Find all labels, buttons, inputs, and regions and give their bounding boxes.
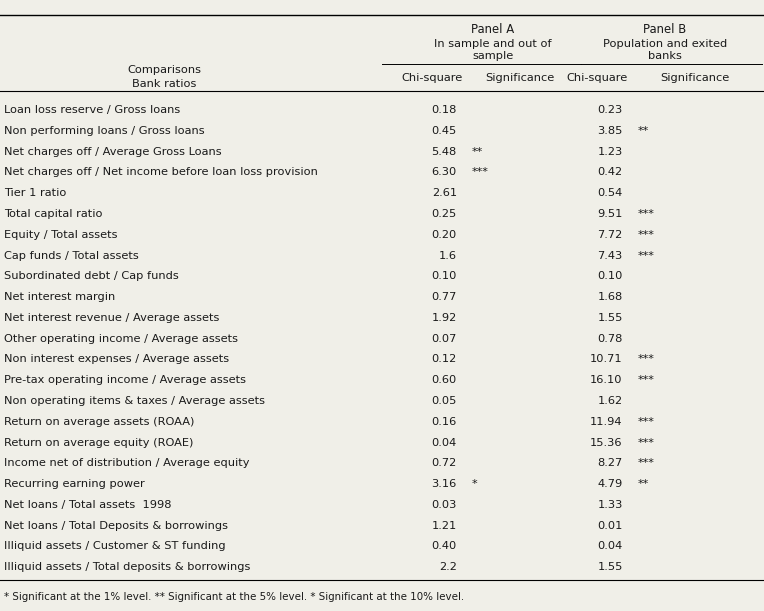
Text: Chi-square: Chi-square — [401, 73, 462, 83]
Text: 8.27: 8.27 — [597, 458, 623, 468]
Text: 2.2: 2.2 — [439, 562, 457, 572]
Text: Pre-tax operating income / Average assets: Pre-tax operating income / Average asset… — [4, 375, 246, 385]
Text: 5.48: 5.48 — [432, 147, 457, 156]
Text: Bank ratios: Bank ratios — [132, 79, 196, 89]
Text: Subordinated debt / Cap funds: Subordinated debt / Cap funds — [4, 271, 179, 281]
Text: **: ** — [638, 479, 649, 489]
Text: 0.72: 0.72 — [432, 458, 457, 468]
Text: 0.10: 0.10 — [432, 271, 457, 281]
Text: 0.60: 0.60 — [432, 375, 457, 385]
Text: Loan loss reserve / Gross loans: Loan loss reserve / Gross loans — [4, 105, 180, 115]
Text: 1.62: 1.62 — [597, 396, 623, 406]
Text: 6.30: 6.30 — [432, 167, 457, 177]
Text: 1.21: 1.21 — [432, 521, 457, 530]
Text: 0.03: 0.03 — [432, 500, 457, 510]
Text: 9.51: 9.51 — [597, 209, 623, 219]
Text: Return on average assets (ROAA): Return on average assets (ROAA) — [4, 417, 194, 426]
Text: ***: *** — [638, 458, 655, 468]
Text: Equity / Total assets: Equity / Total assets — [4, 230, 118, 240]
Text: 0.10: 0.10 — [597, 271, 623, 281]
Text: Tier 1 ratio: Tier 1 ratio — [4, 188, 66, 198]
Text: * Significant at the 1% level. ** Significant at the 5% level. * Significant at : * Significant at the 1% level. ** Signif… — [4, 592, 464, 602]
Text: ***: *** — [638, 251, 655, 260]
Text: 7.43: 7.43 — [597, 251, 623, 260]
Text: 0.05: 0.05 — [432, 396, 457, 406]
Text: 0.01: 0.01 — [597, 521, 623, 530]
Text: ***: *** — [472, 167, 489, 177]
Text: Income net of distribution / Average equity: Income net of distribution / Average equ… — [4, 458, 249, 468]
Text: 0.18: 0.18 — [432, 105, 457, 115]
Text: ***: *** — [638, 417, 655, 426]
Text: 0.04: 0.04 — [597, 541, 623, 551]
Text: Non operating items & taxes / Average assets: Non operating items & taxes / Average as… — [4, 396, 265, 406]
Text: banks: banks — [648, 51, 681, 61]
Text: 7.72: 7.72 — [597, 230, 623, 240]
Text: Comparisons: Comparisons — [128, 65, 201, 75]
Text: Illiquid assets / Total deposits & borrowings: Illiquid assets / Total deposits & borro… — [4, 562, 250, 572]
Text: Non interest expenses / Average assets: Non interest expenses / Average assets — [4, 354, 229, 364]
Text: Other operating income / Average assets: Other operating income / Average assets — [4, 334, 238, 343]
Text: ***: *** — [638, 230, 655, 240]
Text: Cap funds / Total assets: Cap funds / Total assets — [4, 251, 138, 260]
Text: ***: *** — [638, 209, 655, 219]
Text: 0.40: 0.40 — [432, 541, 457, 551]
Text: Panel A: Panel A — [471, 23, 514, 36]
Text: 4.79: 4.79 — [597, 479, 623, 489]
Text: 3.16: 3.16 — [432, 479, 457, 489]
Text: **: ** — [638, 126, 649, 136]
Text: 0.78: 0.78 — [597, 334, 623, 343]
Text: Total capital ratio: Total capital ratio — [4, 209, 102, 219]
Text: 15.36: 15.36 — [590, 437, 623, 447]
Text: 1.23: 1.23 — [597, 147, 623, 156]
Text: 0.20: 0.20 — [432, 230, 457, 240]
Text: Net charges off / Net income before loan loss provision: Net charges off / Net income before loan… — [4, 167, 318, 177]
Text: Net interest revenue / Average assets: Net interest revenue / Average assets — [4, 313, 219, 323]
Text: Recurring earning power: Recurring earning power — [4, 479, 144, 489]
Text: 1.55: 1.55 — [597, 313, 623, 323]
Text: 3.85: 3.85 — [597, 126, 623, 136]
Text: ***: *** — [638, 354, 655, 364]
Text: Net loans / Total Deposits & borrowings: Net loans / Total Deposits & borrowings — [4, 521, 228, 530]
Text: 0.23: 0.23 — [597, 105, 623, 115]
Text: 0.77: 0.77 — [432, 292, 457, 302]
Text: **: ** — [472, 147, 484, 156]
Text: Net interest margin: Net interest margin — [4, 292, 115, 302]
Text: 1.92: 1.92 — [432, 313, 457, 323]
Text: 0.54: 0.54 — [597, 188, 623, 198]
Text: 1.68: 1.68 — [597, 292, 623, 302]
Text: Net loans / Total assets  1998: Net loans / Total assets 1998 — [4, 500, 171, 510]
Text: 0.07: 0.07 — [432, 334, 457, 343]
Text: 2.61: 2.61 — [432, 188, 457, 198]
Text: sample: sample — [472, 51, 513, 61]
Text: Illiquid assets / Customer & ST funding: Illiquid assets / Customer & ST funding — [4, 541, 225, 551]
Text: ***: *** — [638, 375, 655, 385]
Text: Net charges off / Average Gross Loans: Net charges off / Average Gross Loans — [4, 147, 222, 156]
Text: 0.45: 0.45 — [432, 126, 457, 136]
Text: 0.42: 0.42 — [597, 167, 623, 177]
Text: Significance: Significance — [485, 73, 554, 83]
Text: 0.12: 0.12 — [432, 354, 457, 364]
Text: Return on average equity (ROAE): Return on average equity (ROAE) — [4, 437, 193, 447]
Text: *: * — [472, 479, 478, 489]
Text: 11.94: 11.94 — [590, 417, 623, 426]
Text: 1.6: 1.6 — [439, 251, 457, 260]
Text: 16.10: 16.10 — [590, 375, 623, 385]
Text: ***: *** — [638, 437, 655, 447]
Text: In sample and out of: In sample and out of — [434, 39, 552, 49]
Text: 0.04: 0.04 — [432, 437, 457, 447]
Text: Chi-square: Chi-square — [567, 73, 628, 83]
Text: 0.16: 0.16 — [432, 417, 457, 426]
Text: 0.25: 0.25 — [432, 209, 457, 219]
Text: Non performing loans / Gross loans: Non performing loans / Gross loans — [4, 126, 205, 136]
Text: Panel B: Panel B — [643, 23, 686, 36]
Text: 1.33: 1.33 — [597, 500, 623, 510]
Text: 10.71: 10.71 — [590, 354, 623, 364]
Text: 1.55: 1.55 — [597, 562, 623, 572]
Text: Population and exited: Population and exited — [603, 39, 727, 49]
Text: Significance: Significance — [661, 73, 730, 83]
